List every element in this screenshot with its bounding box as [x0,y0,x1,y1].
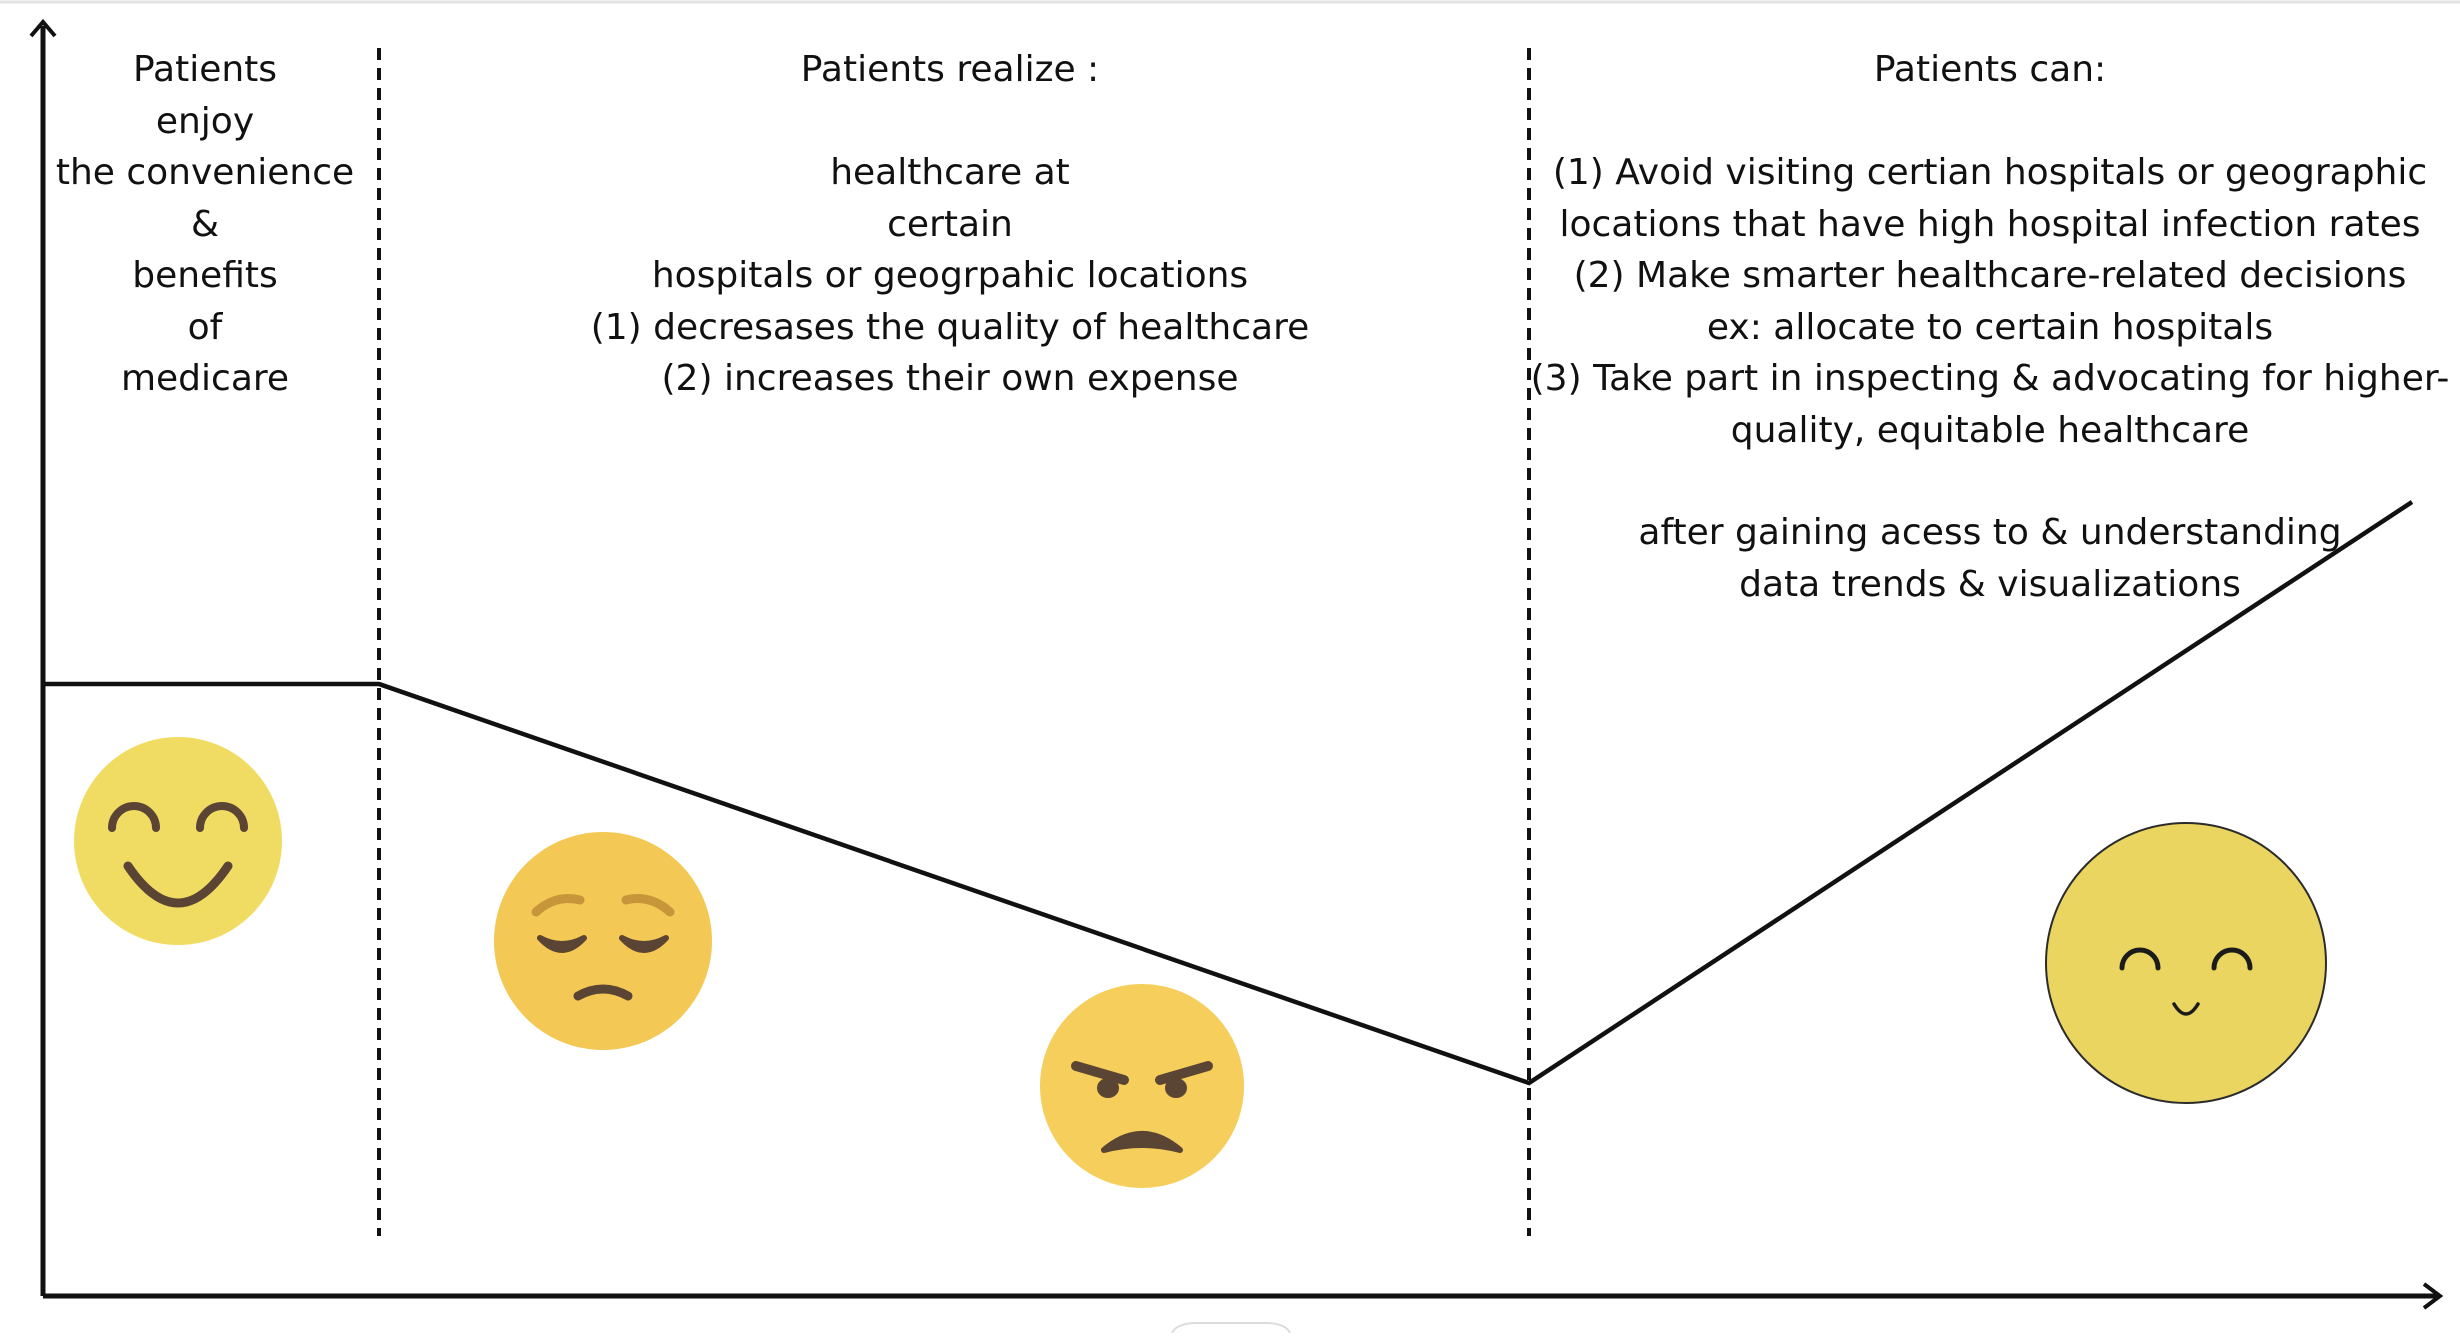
text-line: (2) Make smarter healthcare-related deci… [1573,255,2407,296]
text-line: (1) decresases the quality of healthcare [590,306,1310,348]
text-line: (1) Avoid visiting certian hospitals or … [1552,152,2428,193]
x-axis-arrowhead [2422,1282,2444,1310]
text-line: certain [887,203,1013,245]
text-line: (2) increases their own expense [661,358,1239,399]
text-line: healthcare at [830,152,1070,193]
text-line: data trends & visualizations [1739,563,2241,605]
phase-heading: Patients realize : [800,49,1100,90]
phase-enjoy-text: Patients enjoy the convenience & benefit… [40,44,370,405]
spacer-line [420,96,1480,148]
text-line: Patients [132,49,278,90]
y-axis-arrowhead [29,18,57,38]
text-line: & [190,203,220,245]
phase-can-text: Patients can: (1) Avoid visiting certian… [1520,44,2460,456]
text-line: ex: allocate to certain hospitals [1706,306,2274,348]
smiling-face-icon [74,737,282,945]
pensive-face-icon [494,832,712,1050]
text-line: hospitals or geogrpahic locations [651,255,1249,296]
text-line: of [187,306,223,348]
text-line: enjoy [155,100,255,142]
sentiment-line [43,500,2414,1086]
data-access-note: after gaining acess to & understanding d… [1590,507,2390,610]
text-line: quality, equitable healthcare [1730,409,2250,451]
angry-face-icon [1040,984,1244,1188]
phase-heading: Patients can: [1873,49,2107,90]
text-line: after gaining acess to & understanding [1638,512,2342,553]
text-line: (3) Take part in inspecting & advocating… [1530,358,2450,399]
text-line: the convenience [55,152,355,193]
spacer-line [1520,96,2460,148]
text-line: benefits [132,255,278,296]
text-line: locations that have high hospital infect… [1559,203,2421,245]
phase-realize-text: Patients realize : healthcare at certain… [420,44,1480,405]
bottom-tab-outline [1171,1322,1291,1334]
text-line: medicare [120,358,290,399]
content-smiling-face-icon [2045,822,2327,1104]
